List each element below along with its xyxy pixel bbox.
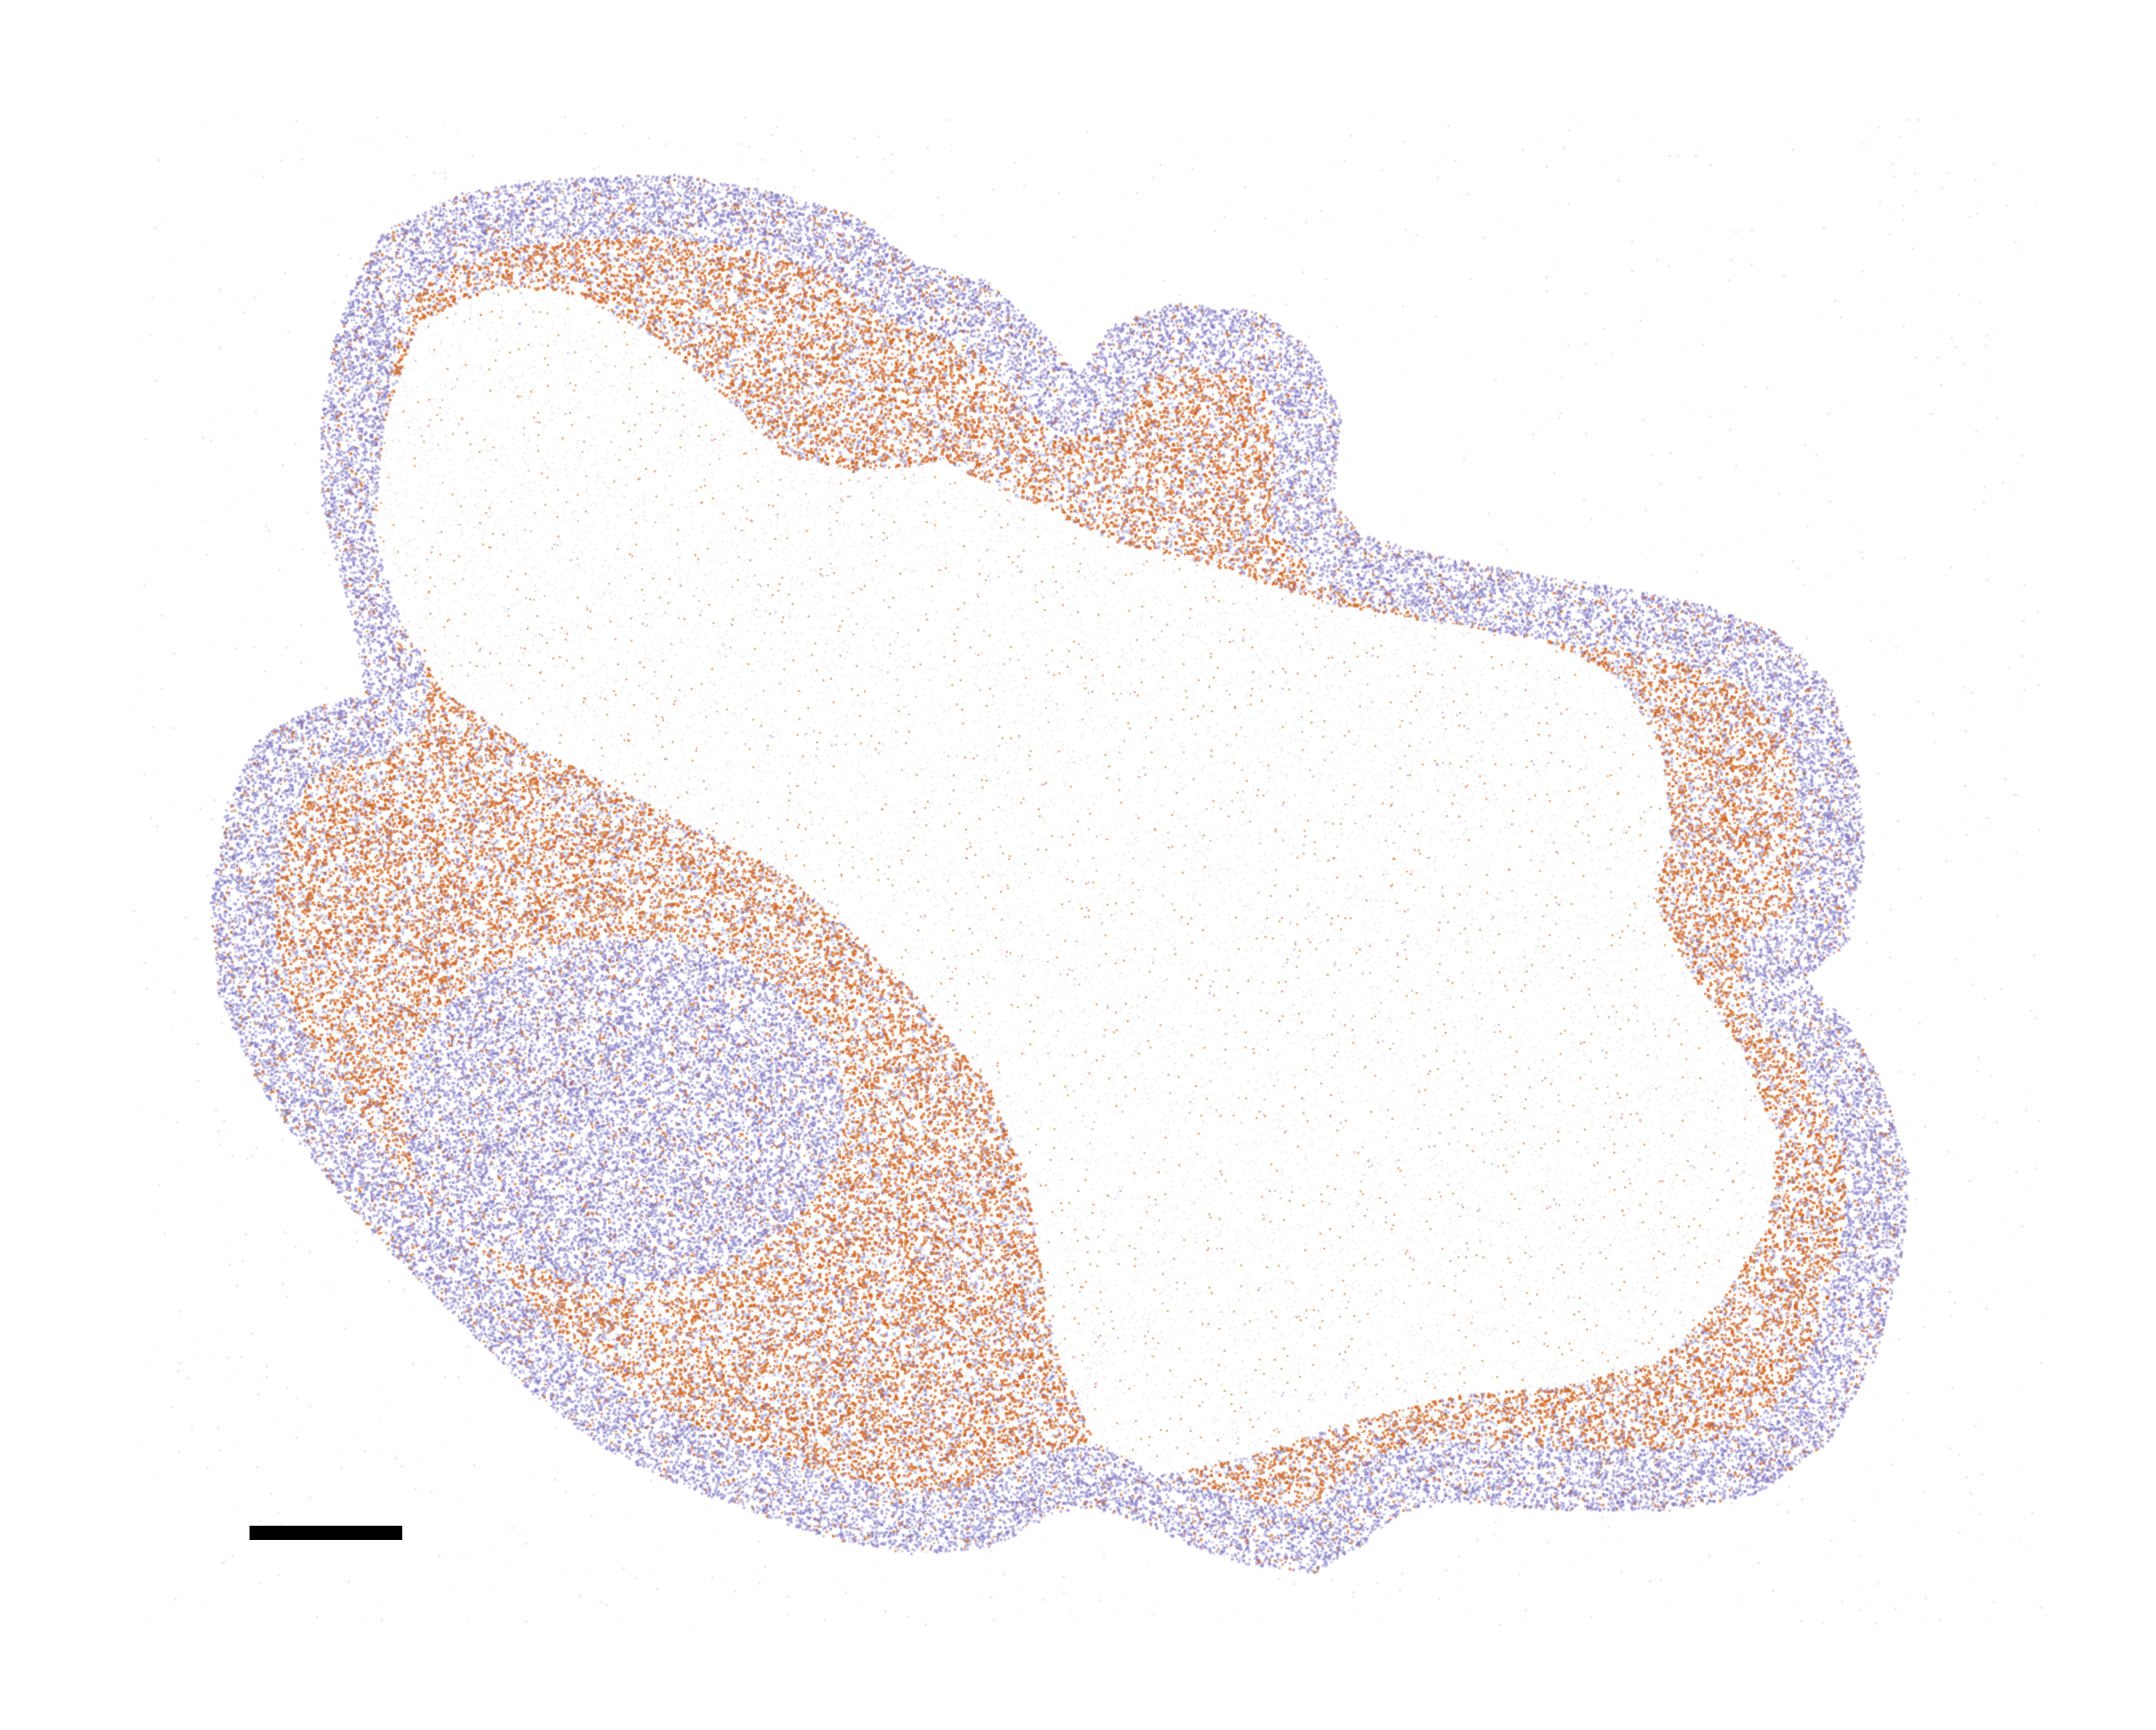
scale-bar — [250, 1526, 402, 1540]
